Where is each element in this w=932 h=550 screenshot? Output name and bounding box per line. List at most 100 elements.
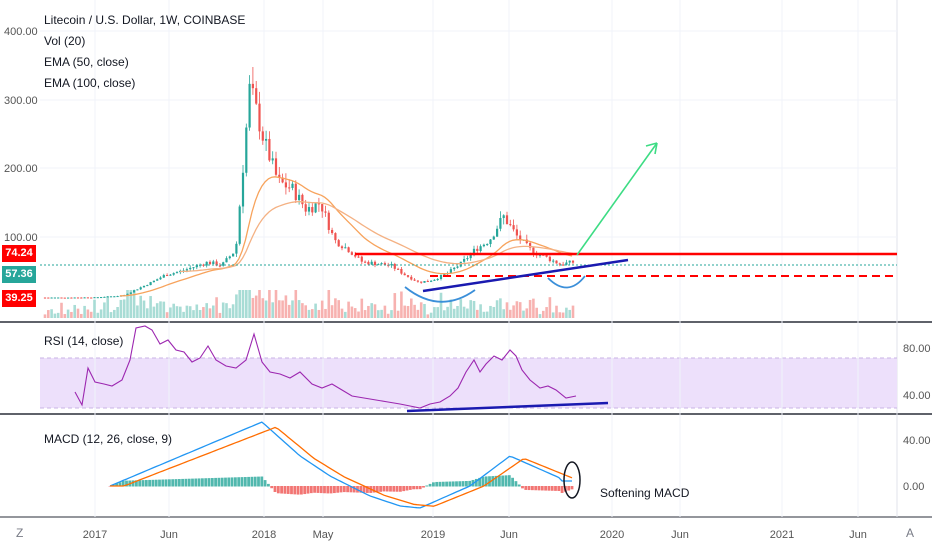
candle-body	[377, 264, 380, 266]
macd-histogram-bar	[392, 486, 396, 492]
candle-body	[420, 281, 423, 283]
rsi-band	[40, 358, 897, 408]
volume-bar	[558, 312, 562, 318]
volume-bar	[512, 305, 515, 318]
candle-body	[60, 297, 63, 299]
macd-histogram-bar	[313, 486, 316, 493]
macd-histogram-bar	[448, 481, 452, 487]
price-tag-current: 57.36	[2, 266, 36, 283]
candle-body	[393, 263, 396, 269]
volume-bar	[198, 309, 202, 318]
volume-bar	[472, 300, 476, 318]
volume-bar	[179, 306, 182, 318]
volume-bar	[327, 290, 331, 318]
volume-bar	[528, 299, 532, 318]
macd-histogram-bar	[524, 486, 528, 490]
candle-body	[208, 261, 212, 265]
candle-body	[410, 276, 413, 280]
volume-bar	[169, 307, 172, 318]
volume-bar	[195, 304, 199, 318]
candle-body	[298, 194, 301, 201]
macd-histogram-bar	[379, 486, 382, 492]
volume-bar	[271, 302, 274, 318]
candle-body	[430, 280, 433, 282]
volume-bar	[426, 314, 430, 318]
volume-bar	[149, 296, 152, 318]
candle-body	[337, 240, 340, 247]
candle-body	[380, 263, 383, 265]
candle-body	[331, 229, 334, 234]
macd-y-tick-label: 40.00	[903, 435, 931, 447]
macd-histogram-bar	[438, 481, 442, 487]
macd-histogram-bar	[458, 481, 462, 487]
candle-body	[439, 274, 443, 279]
volume-bar	[56, 312, 60, 318]
candle-body	[103, 296, 106, 298]
volume-bar	[340, 308, 344, 318]
macd-histogram-bar	[273, 486, 277, 493]
auto-scale-button[interactable]: A	[906, 526, 915, 540]
volume-bar	[261, 298, 265, 318]
volume-bar	[139, 295, 142, 318]
macd-histogram-bar	[135, 480, 138, 487]
volume-bar	[66, 309, 70, 318]
macd-histogram-bar	[412, 486, 415, 490]
candle-body	[271, 158, 274, 161]
volume-bar	[159, 301, 162, 318]
candle-body	[225, 258, 228, 263]
volume-bar	[238, 290, 241, 318]
price-tag-support: 39.25	[2, 290, 36, 307]
candle-body	[261, 131, 264, 141]
candle-body	[202, 264, 205, 266]
volume-bar	[390, 310, 393, 318]
volume-bar	[274, 290, 278, 318]
candle-body	[133, 290, 136, 293]
candle-body	[235, 243, 238, 254]
volume-bar	[317, 309, 321, 318]
macd-histogram-bar	[207, 478, 211, 487]
macd-histogram-bar	[484, 476, 488, 487]
volume-bar	[152, 306, 156, 318]
volume-bar	[47, 310, 50, 318]
volume-bar	[248, 290, 251, 318]
candle-body	[291, 183, 294, 188]
volume-bar	[103, 302, 106, 318]
macd-histogram-bar	[560, 486, 564, 493]
volume-bar	[495, 300, 499, 318]
macd-histogram-bar	[276, 486, 280, 494]
volume-bar	[479, 304, 482, 318]
macd-histogram-bar	[557, 486, 561, 491]
volume-bar	[155, 303, 159, 318]
volume-bar	[221, 302, 225, 318]
macd-histogram-bar	[547, 486, 551, 491]
volume-bar	[386, 313, 390, 318]
candle-body	[166, 275, 169, 277]
x-tick-label: 2018	[252, 529, 276, 541]
volume-bar	[522, 310, 525, 318]
volume-bar	[416, 309, 420, 318]
volume-bar	[561, 312, 565, 318]
candle-body	[492, 236, 495, 240]
volume-bar	[383, 305, 387, 318]
macd-histogram-bar	[204, 478, 208, 487]
candle-body	[555, 260, 558, 264]
candle-body	[423, 281, 426, 283]
macd-histogram-bar	[201, 478, 204, 487]
candle-body	[482, 244, 485, 247]
volume-bar	[70, 311, 73, 318]
volume-bar	[208, 308, 212, 318]
macd-histogram-bar	[316, 486, 320, 493]
volume-bar	[235, 294, 238, 318]
volume-bar	[555, 305, 558, 318]
macd-histogram-bar	[270, 486, 274, 489]
timezone-button[interactable]: Z	[16, 526, 24, 540]
volume-bar	[258, 290, 261, 318]
macd-histogram-bar	[220, 477, 224, 487]
volume-bar	[357, 311, 360, 318]
volume-bar	[251, 297, 255, 318]
candle-body	[100, 297, 103, 299]
volume-bar	[492, 306, 496, 318]
legend-vol: Vol (20)	[44, 34, 86, 48]
macd-histogram-bar	[253, 476, 257, 487]
candle-body	[436, 278, 439, 280]
